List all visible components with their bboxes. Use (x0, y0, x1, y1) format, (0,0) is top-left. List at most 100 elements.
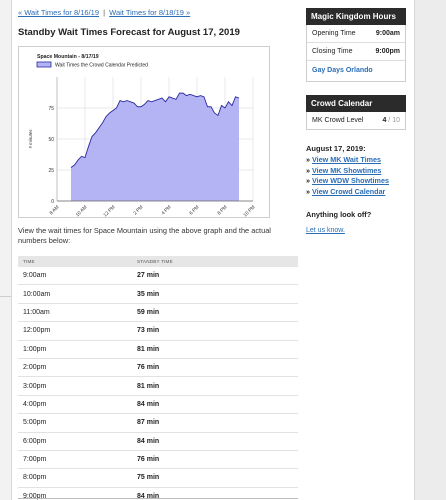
opening-time-label: Opening Time (312, 30, 356, 37)
standby-time-cell: 84 min (137, 400, 160, 408)
sidebar-link-list: » View MK Wait Times » View MK Showtimes… (306, 155, 406, 197)
bullet-icon: » (306, 186, 310, 196)
chart-svg: Space Mountain - 8/17/19 Wait Times the C… (28, 54, 257, 217)
x-tick-label: 8 AM (49, 204, 61, 216)
standby-time-cell: 59 min (137, 308, 160, 316)
table-row: 9:00pm 84 min (18, 488, 298, 500)
x-tick-label: 2 PM (132, 204, 144, 216)
crowd-level-number: 4 (382, 117, 387, 124)
crowd-level-value: 4 / 10 (382, 117, 400, 124)
table-row: 12:00pm 73 min (18, 322, 298, 341)
series-line (70, 92, 240, 168)
chart-title: Space Mountain - 8/17/19 (37, 54, 99, 60)
date-navigation: « Wait Times for 8/16/19 | Wait Times fo… (18, 8, 298, 17)
crowd-calendar-box: Crowd Calendar MK Crowd Level 4 / 10 (306, 95, 406, 130)
table-row: 7:00pm 76 min (18, 451, 298, 470)
sidebar-link-item: » View WDW Showtimes (306, 176, 406, 187)
series-area (71, 93, 239, 201)
x-tick-label: 12 PM (102, 204, 116, 217)
table-row: 8:00pm 75 min (18, 469, 298, 488)
main-column: « Wait Times for 8/16/19 | Wait Times fo… (18, 8, 298, 500)
x-tick-label: 10 PM (242, 204, 256, 217)
time-cell: 5:00pm (23, 419, 47, 427)
table-body: 9:00am 27 min 10:00am 35 min 11:00am 59 min 12… (18, 267, 298, 500)
time-cell: 2:00pm (23, 364, 47, 372)
time-cell: 3:00pm (23, 382, 47, 390)
crowd-level-separator: / (386, 117, 393, 124)
park-hours-box: Magic Kingdom Hours Opening Time 9:00am … (306, 8, 406, 82)
x-tick-label: 4 PM (160, 204, 172, 216)
wait-times-table: TIME STANDBY TIME 9:00am 27 min 10:00am 35 … (18, 256, 298, 500)
standby-time-cell: 73 min (137, 327, 160, 335)
right-gutter (414, 0, 446, 500)
y-tick-label: 50 (48, 137, 54, 143)
standby-time-cell: 27 min (137, 272, 160, 280)
x-tick-label: 10 AM (75, 204, 89, 217)
time-cell: 4:00pm (23, 400, 47, 408)
standby-time-cell: 81 min (137, 345, 160, 353)
closing-time-row: Closing Time 9:00pm (307, 43, 405, 61)
time-cell: 10:00am (23, 290, 51, 298)
time-cell: 9:00pm (23, 492, 47, 500)
time-column-header: TIME (23, 259, 35, 264)
table-header: TIME STANDBY TIME (18, 256, 298, 267)
page-content: « Wait Times for 8/16/19 | Wait Times fo… (12, 0, 414, 500)
park-hours-body: Opening Time 9:00am Closing Time 9:00pm … (306, 25, 406, 82)
table-row: 5:00pm 87 min (18, 414, 298, 433)
view-wdw-showtimes-link[interactable]: View WDW Showtimes (312, 176, 389, 185)
standby-time-cell: 84 min (137, 437, 160, 445)
feedback-link[interactable]: Let us know. (306, 227, 345, 234)
standby-time-cell: 81 min (137, 382, 160, 390)
feedback-heading: Anything look off? (306, 210, 372, 219)
time-cell: 9:00am (23, 272, 47, 280)
table-row: 1:00pm 81 min (18, 341, 298, 359)
y-axis-label: # minutes (28, 129, 33, 149)
bullet-icon: » (306, 155, 310, 164)
standby-time-cell: 76 min (137, 364, 160, 372)
time-cell: 1:00pm (23, 345, 47, 353)
park-hours-title: Magic Kingdom Hours (306, 8, 406, 25)
prev-day-link[interactable]: « Wait Times for 8/16/19 (18, 8, 100, 17)
standby-column-header: STANDBY TIME (137, 259, 173, 264)
crowd-level-label: MK Crowd Level (312, 117, 364, 124)
y-tick-label: 0 (51, 199, 54, 205)
crowd-level-row: MK Crowd Level 4 / 10 (306, 112, 406, 130)
sidebar-link-item: » View Crowd Calendar (306, 187, 406, 198)
next-day-link[interactable]: Wait Times for 8/18/19 » (109, 8, 191, 17)
view-mk-showtimes-link[interactable]: View MK Showtimes (312, 165, 382, 175)
crowd-level-max: 10 (392, 117, 400, 124)
nav-separator: | (103, 8, 106, 17)
legend-label: Wait Times the Crowd Calendar Predicted (55, 63, 148, 69)
time-cell: 12:00pm (23, 327, 51, 335)
view-mk-wait-times-link[interactable]: View MK Wait Times (312, 155, 381, 164)
bullet-icon: » (306, 165, 310, 175)
y-tick-label: 75 (48, 106, 54, 112)
standby-time-cell: 84 min (137, 492, 160, 500)
table-row: 9:00am 27 min (18, 267, 298, 286)
sidebar-link-item: » View MK Showtimes (306, 166, 406, 177)
sidebar-link-item: » View MK Wait Times (306, 155, 406, 166)
x-tick-label: 6 PM (188, 204, 200, 216)
legend-swatch (36, 61, 52, 68)
wait-time-chart: Space Mountain - 8/17/19 Wait Times the C… (18, 46, 270, 218)
time-cell: 8:00pm (23, 474, 47, 482)
table-row: 4:00pm 84 min (18, 396, 298, 415)
table-row: 6:00pm 84 min (18, 433, 298, 451)
sidebar-date-heading: August 17, 2019: (306, 144, 366, 153)
table-row: 11:00am 59 min (18, 304, 298, 323)
table-row: 3:00pm 81 min (18, 377, 298, 396)
event-link[interactable]: Gay Days Orlando (312, 67, 373, 74)
table-row: 2:00pm 76 min (18, 359, 298, 378)
standby-time-cell: 87 min (137, 419, 160, 427)
gutter-divider (0, 296, 11, 297)
sidebar: Magic Kingdom Hours Opening Time 9:00am … (306, 8, 406, 237)
time-cell: 11:00am (23, 308, 50, 316)
page-title: Standby Wait Times Forecast for August 1… (18, 27, 240, 38)
standby-time-cell: 35 min (137, 290, 160, 298)
view-crowd-calendar-link[interactable]: View Crowd Calendar (312, 186, 386, 196)
closing-time-value: 9:00pm (375, 48, 400, 55)
crowd-calendar-title: Crowd Calendar (306, 95, 406, 112)
chart-description: View the wait times for Space Mountain u… (18, 226, 271, 245)
time-cell: 6:00pm (23, 437, 47, 445)
y-tick-label: 25 (48, 168, 54, 174)
